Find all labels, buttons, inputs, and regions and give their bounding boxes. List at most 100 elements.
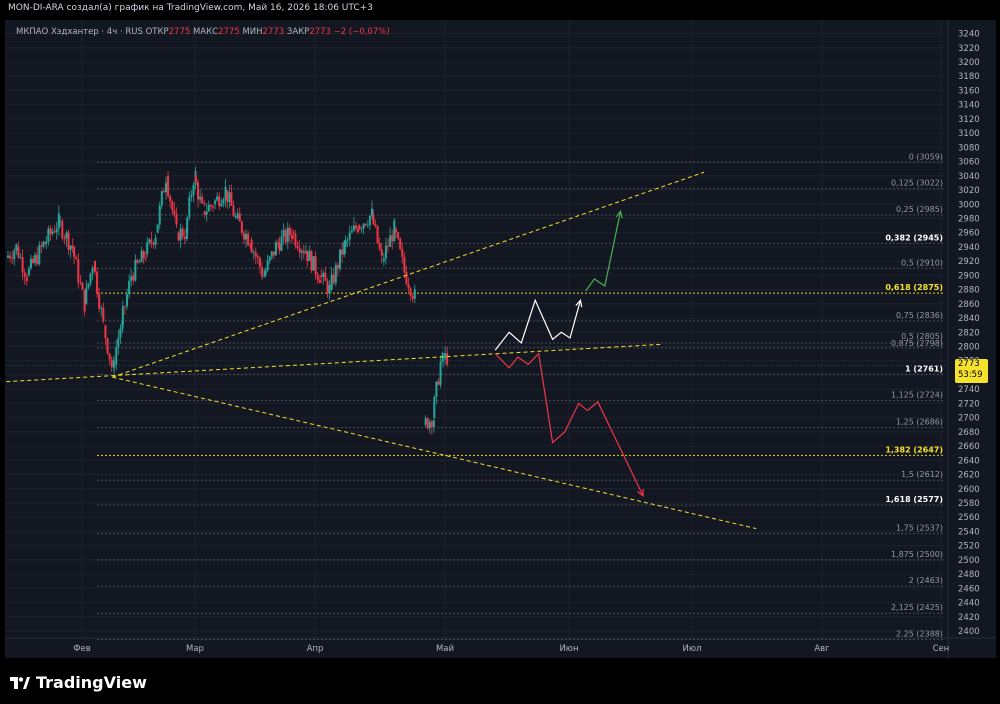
candle-body <box>91 267 94 274</box>
candle-body <box>108 353 111 360</box>
price-tick-label: 2580 <box>958 499 980 509</box>
time-tick-label: Авг <box>814 644 830 654</box>
candle-body <box>261 267 264 277</box>
candle-body <box>346 239 349 241</box>
candle-body <box>332 274 335 283</box>
candle-body <box>368 215 371 226</box>
candle-body <box>249 245 252 247</box>
candle-body <box>199 196 202 200</box>
price-tick-label: 2560 <box>958 513 980 523</box>
trend-line <box>112 171 705 378</box>
price-tick-label: 3100 <box>958 129 980 139</box>
fib-level-label: 0,618 (2875) <box>885 283 943 292</box>
price-tick-label: 2880 <box>958 286 980 296</box>
candle-body <box>158 205 161 225</box>
fib-levels: 0 (3059) 0,125 (3022) 0,25 (2985) 0,382 (29… <box>5 152 945 641</box>
high-label: МАКС <box>192 27 219 37</box>
candle-body <box>437 381 440 385</box>
candle-body <box>49 228 52 234</box>
candle-body <box>132 275 135 281</box>
fib-level-label: 1,618 (2577) <box>885 495 943 504</box>
candle-body <box>308 251 311 262</box>
price-tick-label: 2460 <box>958 584 980 594</box>
candles <box>7 166 449 436</box>
fib-level-label: 0,5 (2805) <box>901 332 943 341</box>
price-tick-label: 3120 <box>958 115 980 125</box>
price-tick-label: 2620 <box>958 471 980 481</box>
fib-level-label: 2 (2463) <box>909 576 943 585</box>
candle-body <box>230 192 233 206</box>
candle-body <box>343 242 346 255</box>
price-tick-label: 2960 <box>958 229 980 239</box>
low-value: 2773 <box>262 27 285 37</box>
candle-body <box>59 221 62 223</box>
fib-level-label: 1,125 (2724) <box>891 391 943 400</box>
candle-body <box>47 228 50 242</box>
candle-body <box>314 256 317 275</box>
candle-body <box>336 264 339 269</box>
candle-body <box>300 250 303 253</box>
candle-body <box>294 233 297 246</box>
candle-body <box>11 258 14 259</box>
candle-body <box>428 421 431 429</box>
close-label: ЗАКР <box>286 27 310 37</box>
candle-body <box>278 243 281 251</box>
candle-body <box>399 238 402 250</box>
candle-body <box>341 249 344 255</box>
candle-body <box>164 182 167 193</box>
candle-body <box>38 245 41 264</box>
candle-body <box>190 194 193 197</box>
candle-body <box>19 257 22 258</box>
candle-body <box>228 192 231 202</box>
candle-body <box>98 293 101 309</box>
price-tick-label: 3040 <box>958 172 980 182</box>
candle-body <box>32 258 35 263</box>
close-value: 2773 <box>309 27 331 37</box>
candle-body <box>330 274 333 290</box>
candle-body <box>209 204 212 207</box>
candle-body <box>435 381 438 398</box>
candle-body <box>360 228 363 230</box>
candle-body <box>40 245 43 247</box>
price-tick-label: 3140 <box>958 101 980 111</box>
price-tick-label: 2820 <box>958 328 980 338</box>
price-tick-label: 3060 <box>958 158 980 168</box>
candle-body <box>409 288 412 296</box>
candle-body <box>73 246 76 258</box>
candle-body <box>426 418 429 429</box>
candle-body <box>232 205 235 217</box>
price-tick-label: 2980 <box>958 214 980 224</box>
candle-body <box>322 272 325 278</box>
trend-line <box>112 376 757 530</box>
candle-body <box>362 223 365 229</box>
candle-body <box>384 245 387 259</box>
price-chart[interactable]: 0 (3059) 0,125 (3022) 0,25 (2985) 0,382 (29… <box>5 20 996 658</box>
candle-body <box>42 241 45 247</box>
candle-body <box>250 239 253 253</box>
candle-body <box>69 245 72 250</box>
chart-area[interactable]: 0 (3059) 0,125 (3022) 0,25 (2985) 0,382 (29… <box>5 20 996 658</box>
scenario-path <box>494 298 582 351</box>
candle-body <box>280 236 283 251</box>
candle-body <box>106 338 109 354</box>
candle-body <box>270 251 273 257</box>
fib-level-label: 0,75 (2836) <box>896 311 943 320</box>
price-tick-label: 2440 <box>958 599 980 609</box>
candle-body <box>395 229 398 233</box>
candle-body <box>403 256 406 273</box>
time-tick-label: Сен <box>933 644 950 654</box>
candle-body <box>298 248 301 253</box>
price-tick-label: 3180 <box>958 72 980 82</box>
candle-body <box>203 203 206 205</box>
candle-body <box>263 276 266 277</box>
price-tick-label: 2500 <box>958 556 980 566</box>
current-price-tag: 2773 53:59 <box>955 359 988 383</box>
tradingview-brand[interactable]: TradingView <box>10 673 147 692</box>
candle-body <box>240 221 243 233</box>
candle-body <box>81 282 84 290</box>
candle-body <box>272 251 275 256</box>
symbol-name[interactable]: МКПАО Хэдхантер · 4ч · RUS <box>16 27 143 37</box>
candle-body <box>411 295 414 299</box>
candle-body <box>318 279 321 283</box>
candle-body <box>266 260 269 271</box>
